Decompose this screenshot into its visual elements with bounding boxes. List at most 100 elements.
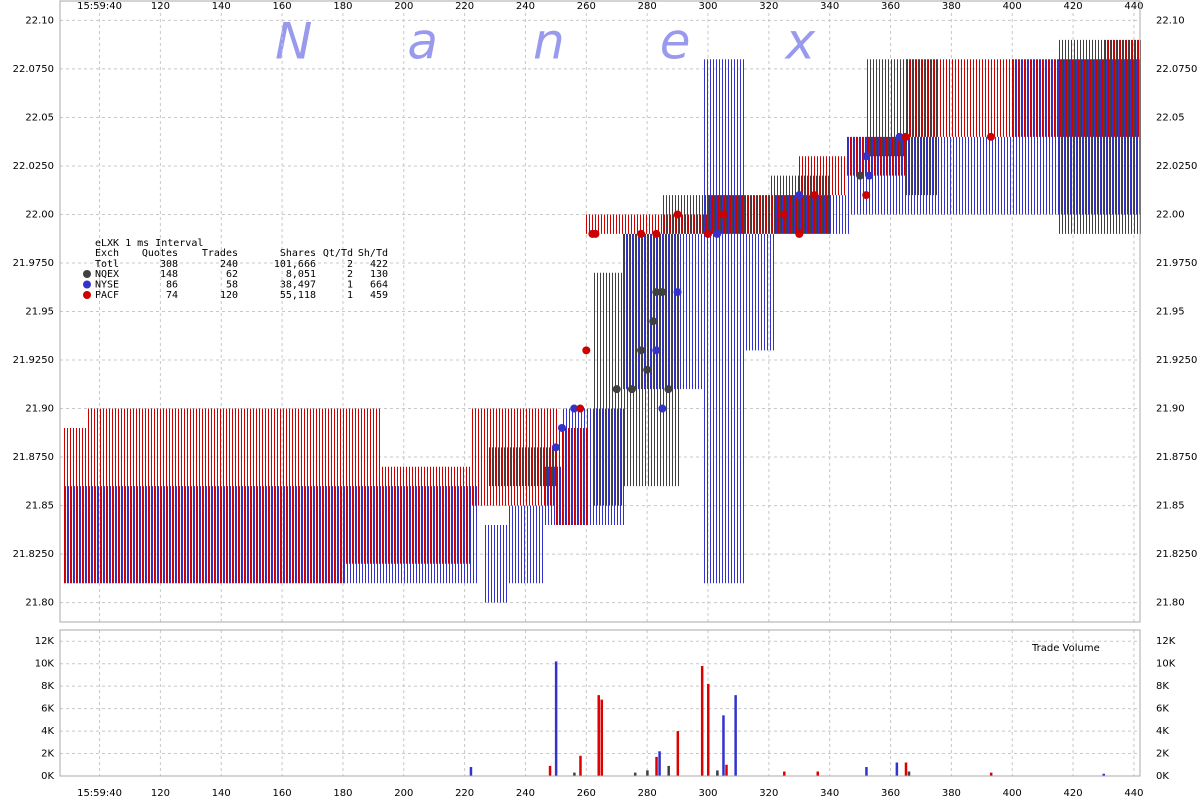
x-tick-label: 140 xyxy=(212,788,231,799)
volume-bar xyxy=(734,695,737,776)
y-tick-label: 10K xyxy=(1156,659,1176,670)
x-tick-label: 340 xyxy=(820,1,839,12)
stats-header: Shares xyxy=(280,248,316,259)
y-tick-label: 21.9250 xyxy=(1156,355,1197,366)
y-tick-label: 2K xyxy=(41,749,54,760)
trade-marker xyxy=(643,365,652,374)
quote-band xyxy=(623,233,702,390)
trade-marker xyxy=(901,132,910,141)
x-tick-label: 200 xyxy=(394,1,413,12)
panel-title: Trade Volume xyxy=(1031,643,1100,654)
quote-band xyxy=(489,447,556,487)
x-tick-label: 120 xyxy=(151,788,170,799)
stats-header: Exch xyxy=(95,248,119,259)
trade-marker xyxy=(591,229,600,238)
stats-exchange: NQEX xyxy=(95,269,119,280)
stats-cell: 1 xyxy=(347,280,353,291)
quote-band xyxy=(771,175,829,234)
stats-cell: 2 xyxy=(347,259,353,270)
quote-band xyxy=(1105,39,1139,137)
x-tick-label: 15:59:40 xyxy=(77,788,122,799)
trade-marker xyxy=(627,385,636,394)
x-tick-label: 140 xyxy=(212,1,231,12)
y-tick-label: 21.85 xyxy=(25,501,54,512)
quote-band xyxy=(379,466,470,564)
quote-band xyxy=(708,195,769,234)
quote-band xyxy=(545,466,561,525)
stats-cell: 130 xyxy=(370,269,388,280)
legend-dot xyxy=(83,280,91,289)
volume-bar xyxy=(597,695,600,776)
trade-marker xyxy=(780,210,789,219)
stats-exchange: NYSE xyxy=(95,280,119,291)
y-tick-label: 21.90 xyxy=(1156,404,1185,415)
trade-marker xyxy=(895,132,904,141)
x-tick-label: 160 xyxy=(273,788,292,799)
y-tick-label: 22.10 xyxy=(25,15,54,26)
trade-marker xyxy=(658,404,667,413)
y-tick-label: 10K xyxy=(35,659,55,670)
y-tick-label: 2K xyxy=(1156,749,1169,760)
quote-band xyxy=(907,59,1013,137)
x-tick-label: 440 xyxy=(1124,1,1143,12)
y-tick-label: 21.8250 xyxy=(1156,549,1197,560)
trade-marker xyxy=(570,404,579,413)
quote-band xyxy=(906,59,937,196)
stats-cell: 664 xyxy=(370,280,388,291)
y-tick-label: 6K xyxy=(41,704,54,715)
stats-header: Qt/Td xyxy=(323,248,353,259)
x-tick-label: 260 xyxy=(577,1,596,12)
volume-bar xyxy=(554,661,558,776)
volume-bar xyxy=(907,771,911,776)
y-tick-label: 22.00 xyxy=(25,209,54,220)
trade-marker xyxy=(673,288,682,297)
y-tick-label: 4K xyxy=(41,726,54,737)
x-tick-label: 200 xyxy=(394,788,413,799)
y-tick-label: 21.9250 xyxy=(13,355,54,366)
x-tick-label: 360 xyxy=(881,788,900,799)
quote-band xyxy=(586,214,707,234)
volume-bar xyxy=(816,771,820,776)
trade-marker xyxy=(664,385,673,394)
x-tick-label: 320 xyxy=(759,1,778,12)
trade-marker xyxy=(862,152,871,161)
x-tick-label: 360 xyxy=(881,1,900,12)
y-tick-label: 21.80 xyxy=(25,598,54,609)
quote-band xyxy=(88,408,344,584)
x-tick-label: 180 xyxy=(333,788,352,799)
x-tick-label: 120 xyxy=(151,1,170,12)
y-tick-label: 8K xyxy=(41,681,54,692)
y-tick-label: 22.05 xyxy=(25,112,54,123)
volume-bar xyxy=(783,771,786,776)
y-tick-label: 21.9750 xyxy=(13,258,54,269)
trade-marker xyxy=(658,288,667,297)
trade-marker xyxy=(865,171,874,180)
trade-marker xyxy=(652,346,661,355)
quote-band xyxy=(704,59,744,584)
y-tick-label: 21.8750 xyxy=(13,452,54,463)
stats-title: eLXK 1 ms Interval xyxy=(95,238,203,249)
volume-bar xyxy=(658,751,661,776)
stats-cell: 55,118 xyxy=(280,290,316,301)
volume-bar xyxy=(1102,773,1105,776)
volume-bar xyxy=(469,767,473,776)
y-tick-label: 21.9750 xyxy=(1156,258,1197,269)
y-tick-label: 4K xyxy=(1156,726,1169,737)
trade-marker xyxy=(551,443,560,452)
y-tick-label: 22.0250 xyxy=(13,161,54,172)
stats-cell: 86 xyxy=(166,280,178,291)
y-tick-label: 21.90 xyxy=(25,404,54,415)
x-tick-label: 220 xyxy=(455,1,474,12)
stats-cell: 62 xyxy=(226,269,238,280)
stats-cell: 308 xyxy=(160,259,178,270)
x-tick-label: 440 xyxy=(1124,788,1143,799)
quote-band xyxy=(64,427,86,584)
volume-bar xyxy=(676,731,680,776)
trade-marker xyxy=(719,210,728,219)
volume-bar xyxy=(895,762,899,776)
volume-bar xyxy=(700,665,704,776)
stats-header: Quotes xyxy=(142,248,178,259)
x-tick-label: 240 xyxy=(516,1,535,12)
y-tick-label: 0K xyxy=(1156,771,1169,782)
